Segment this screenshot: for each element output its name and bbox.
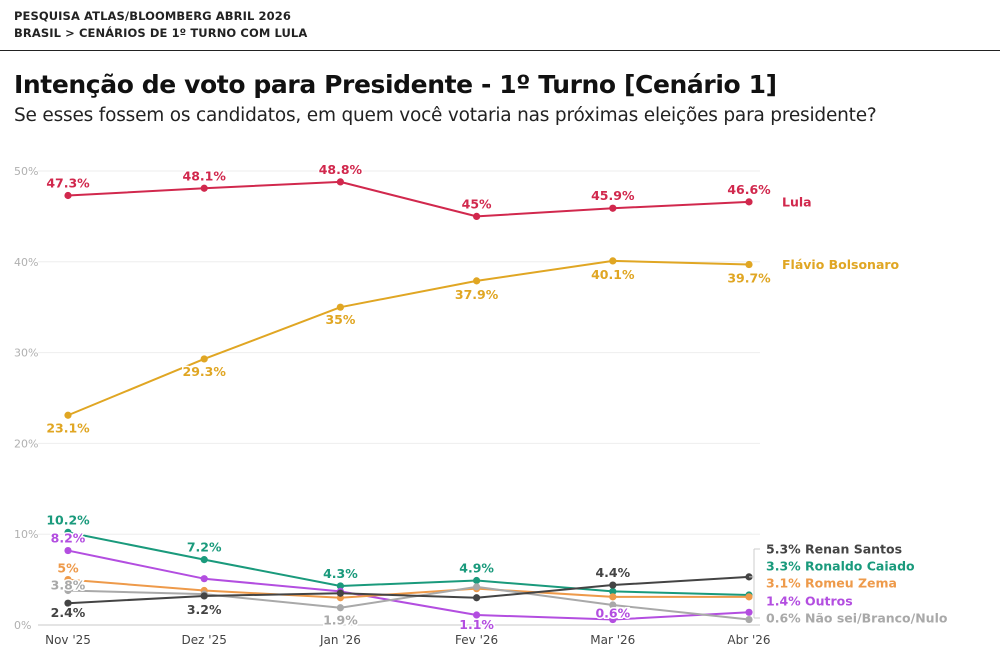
data-point [336,178,344,186]
series-line [67,585,750,621]
y-tick-label: 30% [14,347,38,360]
chart-title: Intenção de voto para Presidente - 1º Tu… [14,70,777,99]
series-end-label: 5.3% Renan Santos [766,542,902,557]
data-label: 45% [462,196,492,211]
y-tick-label: 0% [14,619,31,632]
data-label: 10.2% [46,512,90,527]
data-label: 1.9% [323,613,358,628]
data-point [64,599,72,607]
data-point [336,303,344,311]
x-tick-label: Mar '26 [590,633,635,647]
series-line [67,549,750,621]
y-tick-label: 10% [14,528,38,541]
data-label: 3.8% [51,577,86,592]
data-label: 48.1% [183,168,227,183]
series-end-label: 0.6% Não sei/Branco/Nulo [766,611,948,626]
data-point [609,615,617,624]
x-tick-label: Nov '25 [45,633,91,647]
data-point [200,592,208,600]
data-label: 48.8% [319,162,363,177]
data-label: 4.9% [459,561,494,576]
data-point [609,587,617,596]
data-point [336,604,344,612]
data-label: 35% [325,312,355,327]
data-point [64,546,72,555]
data-point [64,586,72,595]
series-end-label: Lula [782,194,812,209]
y-tick-label: 20% [14,437,38,450]
data-point [745,198,753,206]
data-label: 46.6% [727,182,771,197]
data-point [200,556,208,564]
data-point [64,576,72,584]
data-point [200,355,208,363]
data-label: 0.6% [595,606,630,621]
series-line [67,180,750,218]
data-point [336,589,344,597]
data-label: 40.1% [591,267,635,282]
data-point [64,528,72,536]
series-line [67,575,750,605]
data-point [473,576,481,585]
data-point [473,212,481,220]
data-point [745,608,753,616]
x-tick-label: Fev '26 [455,633,498,647]
data-label: 23.1% [46,420,90,435]
data-point [609,204,617,212]
data-point [473,277,481,285]
data-label: 47.3% [46,176,90,191]
x-tick-label: Jan '26 [319,633,361,647]
y-tick-label: 50% [14,165,38,178]
data-label: 8.2% [51,531,86,546]
data-point [609,581,617,589]
label-bracket [753,548,760,619]
data-label: 2.4% [51,605,86,620]
series-line [67,531,750,597]
data-label: 4.4% [595,565,630,580]
header: PESQUISA ATLAS/BLOOMBERG ABRIL 2026 BRAS… [14,8,307,42]
data-point [473,594,481,602]
x-tick-label: Dez '25 [182,633,227,647]
data-label: 3.2% [187,602,222,617]
data-point [609,593,617,601]
data-point [473,583,481,591]
series-end-label: 1.4% Outros [766,594,853,609]
data-label: 39.7% [727,271,771,286]
data-point [200,575,208,583]
data-point [745,260,753,269]
data-point [473,611,481,619]
data-label: 1.1% [459,617,494,632]
data-point [336,582,344,590]
series-end-label: Flávio Bolsonaro [782,257,900,272]
breadcrumb[interactable]: BRASIL > CENÁRIOS DE 1º TURNO COM LULA [14,26,308,40]
chart-subtitle: Se esses fossem os candidatos, em quem v… [14,105,877,126]
data-label: 37.9% [455,287,499,302]
data-point [64,411,72,419]
source-line: PESQUISA ATLAS/BLOOMBERG ABRIL 2026 [14,9,291,23]
data-label: 45.9% [591,188,635,203]
series-line [67,259,750,417]
series-end-label: 3.1% Romeu Zema [766,576,897,591]
data-point [64,191,72,200]
data-label: 29.3% [183,364,227,379]
series-line [67,578,749,599]
x-tick-label: Abr '26 [727,633,770,647]
data-label: 4.3% [323,566,358,581]
series-end-label: 3.3% Ronaldo Caiado [766,559,915,574]
data-point [745,615,753,624]
y-tick-label: 40% [14,256,38,269]
data-point [200,184,208,192]
data-point [609,257,617,265]
data-label: 7.2% [187,540,222,555]
header-divider [0,50,1000,51]
data-label: 5% [57,561,79,576]
data-point [745,593,753,601]
data-point [609,601,617,609]
